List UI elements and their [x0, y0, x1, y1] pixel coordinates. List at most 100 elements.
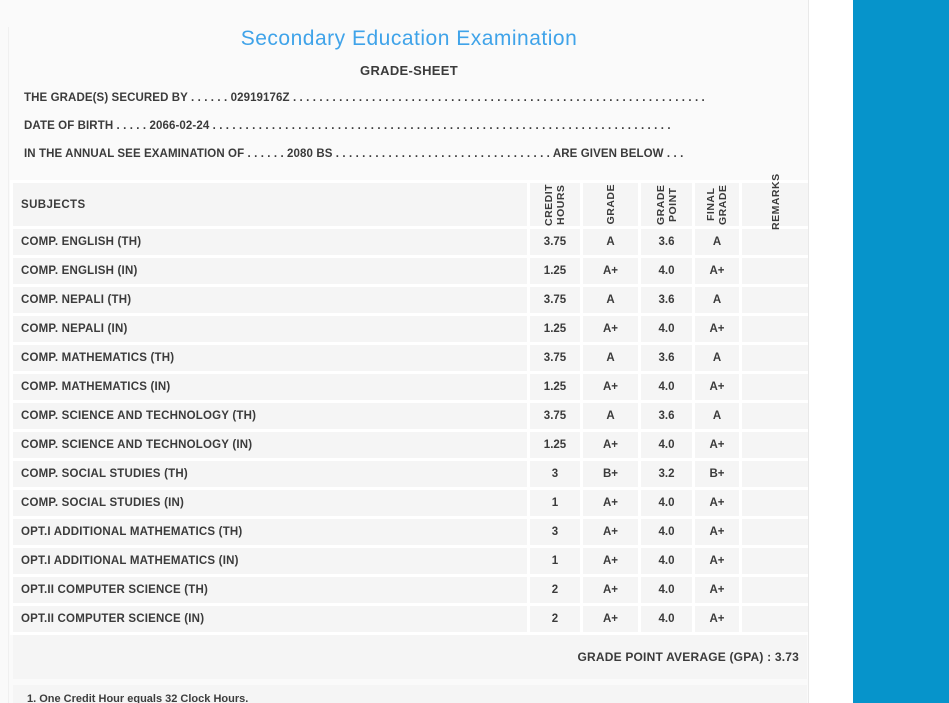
remarks-cell	[742, 287, 808, 313]
grade-cell: A+	[583, 374, 638, 400]
grade-cell: A+	[583, 577, 638, 603]
info-line-examination-of: IN THE ANNUAL SEE EXAMINATION OF . . . .…	[24, 148, 684, 160]
table-row: COMP. NEPALI (IN) 1.25 A+ 4.0 A+	[13, 316, 808, 342]
grade-cell: A+	[583, 316, 638, 342]
grade-table-header: SUBJECTS CREDIT HOURS GRADE GRADE POINT …	[13, 173, 808, 230]
credit-hours-cell: 1	[530, 548, 580, 574]
credit-hours-cell: 3.75	[530, 229, 580, 255]
grade-point-cell: 3.2	[641, 461, 692, 487]
grade-point-cell: 4.0	[641, 432, 692, 458]
credit-hours-cell: 3.75	[530, 287, 580, 313]
grade-point-cell: 4.0	[641, 258, 692, 284]
grade-table: SUBJECTS CREDIT HOURS GRADE GRADE POINT …	[10, 173, 808, 635]
final-grade-cell: A+	[695, 316, 739, 342]
remarks-cell	[742, 490, 808, 516]
footer-note-row: 1. One Credit Hour equals 32 Clock Hours…	[13, 685, 807, 703]
grade-cell: A+	[583, 258, 638, 284]
table-row: OPT.I ADDITIONAL MATHEMATICS (TH) 3 A+ 4…	[13, 519, 808, 545]
grade-point-cell: 3.6	[641, 229, 692, 255]
credit-hours-cell: 1.25	[530, 432, 580, 458]
table-row: OPT.I ADDITIONAL MATHEMATICS (IN) 1 A+ 4…	[13, 548, 808, 574]
remarks-cell	[742, 258, 808, 284]
credit-hours-cell: 1.25	[530, 316, 580, 342]
grade-point-cell: 4.0	[641, 548, 692, 574]
grade-point-cell: 4.0	[641, 606, 692, 632]
table-row: COMP. SCIENCE AND TECHNOLOGY (IN) 1.25 A…	[13, 432, 808, 458]
final-grade-cell: A	[695, 229, 739, 255]
final-grade-cell: A+	[695, 490, 739, 516]
subject-cell: COMP. ENGLISH (TH)	[13, 229, 527, 255]
column-header-subjects: SUBJECTS	[13, 183, 527, 226]
grade-point-cell: 3.6	[641, 403, 692, 429]
subject-cell: COMP. SOCIAL STUDIES (TH)	[13, 461, 527, 487]
grade-point-cell: 4.0	[641, 519, 692, 545]
credit-hours-cell: 2	[530, 606, 580, 632]
gpa-row: GRADE POINT AVERAGE (GPA) : 3.73	[13, 635, 807, 679]
credit-hours-cell: 3	[530, 461, 580, 487]
subject-cell: COMP. MATHEMATICS (IN)	[13, 374, 527, 400]
credit-hours-cell: 1	[530, 490, 580, 516]
credit-hours-cell: 1.25	[530, 258, 580, 284]
credit-hours-cell: 1.25	[530, 374, 580, 400]
table-row: COMP. ENGLISH (TH) 3.75 A 3.6 A	[13, 229, 808, 255]
remarks-cell	[742, 345, 808, 371]
credit-hours-cell: 3.75	[530, 403, 580, 429]
final-grade-cell: A+	[695, 577, 739, 603]
subject-cell: OPT.II COMPUTER SCIENCE (TH)	[13, 577, 527, 603]
blue-side-panel	[853, 0, 949, 703]
final-grade-cell: A+	[695, 258, 739, 284]
table-row: COMP. MATHEMATICS (IN) 1.25 A+ 4.0 A+	[13, 374, 808, 400]
subject-cell: COMP. NEPALI (IN)	[13, 316, 527, 342]
final-grade-cell: A	[695, 345, 739, 371]
info-line-date-of-birth: DATE OF BIRTH . . . . . 2066-02-24 . . .…	[24, 120, 671, 132]
final-grade-cell: B+	[695, 461, 739, 487]
remarks-cell	[742, 548, 808, 574]
final-grade-cell: A+	[695, 606, 739, 632]
grade-table-body: COMP. ENGLISH (TH) 3.75 A 3.6 A COMP. EN…	[13, 229, 808, 632]
grade-cell: A	[583, 345, 638, 371]
subject-cell: COMP. ENGLISH (IN)	[13, 258, 527, 284]
subject-cell: COMP. SOCIAL STUDIES (IN)	[13, 490, 527, 516]
remarks-cell	[742, 374, 808, 400]
remarks-cell	[742, 577, 808, 603]
grade-cell: A+	[583, 606, 638, 632]
table-row: OPT.II COMPUTER SCIENCE (IN) 2 A+ 4.0 A+	[13, 606, 808, 632]
final-grade-cell: A+	[695, 374, 739, 400]
subject-cell: COMP. NEPALI (TH)	[13, 287, 527, 313]
remarks-cell	[742, 316, 808, 342]
final-grade-cell: A+	[695, 432, 739, 458]
table-row: OPT.II COMPUTER SCIENCE (TH) 2 A+ 4.0 A+	[13, 577, 808, 603]
grade-cell: A+	[583, 432, 638, 458]
grade-cell: A+	[583, 519, 638, 545]
table-row: COMP. SCIENCE AND TECHNOLOGY (TH) 3.75 A…	[13, 403, 808, 429]
table-row: COMP. SOCIAL STUDIES (TH) 3 B+ 3.2 B+	[13, 461, 808, 487]
grade-point-cell: 3.6	[641, 345, 692, 371]
footer-note: 1. One Credit Hour equals 32 Clock Hours…	[27, 693, 249, 703]
column-header-credit-hours: CREDIT HOURS	[530, 183, 580, 226]
grade-cell: A+	[583, 490, 638, 516]
grade-sheet-document: Secondary Education Examination GRADE-SH…	[8, 0, 809, 703]
column-header-remarks: REMARKS	[742, 173, 808, 230]
grade-point-cell: 4.0	[641, 374, 692, 400]
grade-point-cell: 4.0	[641, 316, 692, 342]
remarks-cell	[742, 432, 808, 458]
grade-cell: A	[583, 403, 638, 429]
subject-cell: OPT.II COMPUTER SCIENCE (IN)	[13, 606, 527, 632]
grade-cell: A+	[583, 548, 638, 574]
remarks-cell	[742, 606, 808, 632]
final-grade-cell: A+	[695, 548, 739, 574]
column-header-grade: GRADE	[583, 183, 638, 226]
credit-hours-cell: 3.75	[530, 345, 580, 371]
info-lines: THE GRADE(S) SECURED BY . . . . . . 0291…	[10, 92, 808, 161]
grade-point-cell: 4.0	[641, 490, 692, 516]
grade-point-cell: 4.0	[641, 577, 692, 603]
subject-cell: COMP. SCIENCE AND TECHNOLOGY (TH)	[13, 403, 527, 429]
table-row: COMP. NEPALI (TH) 3.75 A 3.6 A	[13, 287, 808, 313]
document-inner: Secondary Education Examination GRADE-SH…	[8, 27, 808, 703]
column-header-grade-point: GRADE POINT	[641, 183, 692, 226]
gpa-label: GRADE POINT AVERAGE (GPA) : 3.73	[577, 650, 799, 664]
final-grade-cell: A	[695, 287, 739, 313]
grade-cell: A	[583, 287, 638, 313]
remarks-cell	[742, 403, 808, 429]
remarks-cell	[742, 461, 808, 487]
